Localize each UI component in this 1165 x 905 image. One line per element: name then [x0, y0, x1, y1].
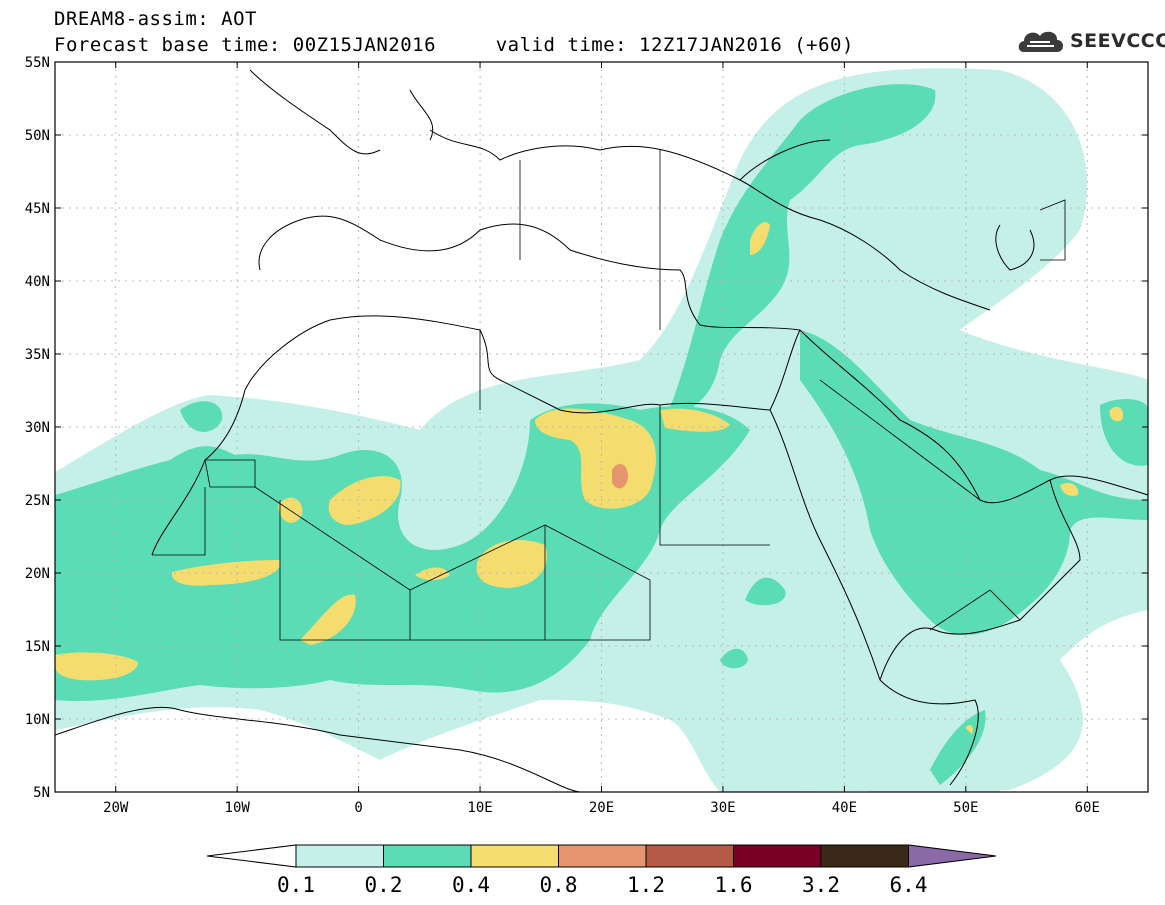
colorbar-label: 1.6: [715, 873, 753, 897]
colorbar-label: 1.2: [627, 873, 665, 897]
seevccc-logo: SEEVCCC: [1016, 26, 1165, 56]
latitude-axis: 55N 50N 45N 40N 35N 30N 25N 20N 15N 10N 5N: [25, 55, 1148, 801]
colorbar-high-triangle: [908, 844, 997, 868]
colorbar-swatch: [383, 844, 472, 868]
lon-label: 10E: [467, 800, 492, 816]
coastlines: [55, 69, 1148, 792]
colorbar-swatch: [645, 844, 734, 868]
lat-label: 30N: [25, 420, 50, 436]
aot-field-0.4: [55, 222, 1124, 734]
lat-label: 5N: [33, 785, 50, 801]
colorbar-label: 6.4: [890, 873, 928, 897]
lat-label: 35N: [25, 347, 50, 363]
lat-label: 15N: [25, 639, 50, 655]
longitude-axis: 20W 10W 0 10E 20E 30E 40E 50E 60E: [103, 62, 1100, 816]
lon-label: 20W: [103, 800, 129, 816]
aot-field-0.8: [612, 463, 628, 489]
logo-text: SEEVCCC: [1070, 30, 1165, 52]
lon-label: 50E: [953, 800, 978, 816]
colorbar-label: 0.2: [365, 873, 403, 897]
lon-label: 30E: [710, 800, 735, 816]
colorbar-swatch: [820, 844, 909, 868]
map-grid: [55, 62, 1148, 792]
lat-label: 25N: [25, 493, 50, 509]
colorbar-swatch: [733, 844, 822, 868]
lat-label: 45N: [25, 201, 50, 217]
colorbar-label: 0.8: [540, 873, 578, 897]
colorbar-swatch: [295, 844, 384, 868]
lon-label: 0: [354, 800, 362, 816]
lon-label: 20E: [589, 800, 614, 816]
country-borders: [152, 150, 1066, 641]
lat-label: 10N: [25, 712, 50, 728]
lat-label: 20N: [25, 566, 50, 582]
cloud-icon: [1018, 31, 1063, 52]
colorbar-label: 0.4: [452, 873, 490, 897]
colorbar-label: 3.2: [802, 873, 840, 897]
colorbar-label: 0.1: [277, 873, 315, 897]
lon-label: 60E: [1075, 800, 1100, 816]
lon-label: 40E: [832, 800, 857, 816]
color-bar: 0.1 0.2 0.4 0.8 1.2 1.6 3.2 6.4: [206, 844, 997, 897]
map-title: DREAM8-assim: AOT: [54, 8, 257, 30]
lon-label: 10W: [225, 800, 251, 816]
colorbar-swatch: [558, 844, 647, 868]
map-subtitle: Forecast base time: 00Z15JAN2016 valid t…: [54, 34, 854, 56]
colorbar-low-triangle: [206, 844, 297, 868]
lat-label: 55N: [25, 55, 50, 71]
lat-label: 40N: [25, 274, 50, 290]
aot-field-0.2: [55, 84, 1148, 785]
lat-label: 50N: [25, 128, 50, 144]
colorbar-swatch: [470, 844, 559, 868]
